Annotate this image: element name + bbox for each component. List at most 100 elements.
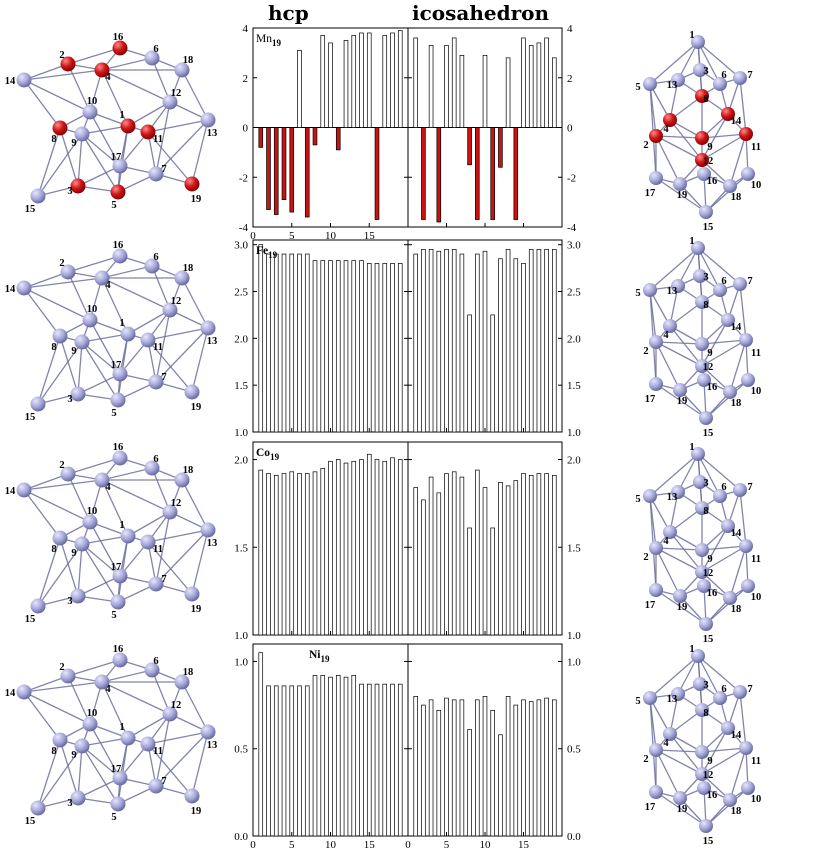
- bond: [81, 341, 121, 375]
- bond: [705, 173, 749, 213]
- bond: [37, 537, 61, 607]
- bond: [697, 247, 741, 285]
- bar: [444, 45, 449, 128]
- bond: [697, 41, 721, 85]
- x-tick-label: 10: [325, 839, 337, 850]
- x-tick-label: 10: [480, 839, 492, 850]
- atom: [695, 131, 709, 145]
- atom-label: 17: [111, 562, 122, 573]
- y-tick-label: 2.0: [567, 455, 581, 467]
- atom-label: 3: [67, 596, 72, 607]
- atom: [699, 819, 713, 833]
- atom: [70, 386, 86, 402]
- bond: [77, 373, 121, 395]
- bar: [343, 260, 349, 433]
- chart-fe-icosahedron: 1.0 1.5 2.0 2.5 3.0: [407, 239, 581, 439]
- atom-label: 10: [87, 96, 98, 107]
- atom: [733, 71, 747, 85]
- atom: [695, 565, 709, 579]
- bar: [304, 685, 310, 837]
- atom-label: 6: [721, 684, 726, 695]
- bar: [343, 40, 349, 128]
- bar: [304, 473, 310, 636]
- bar: [513, 480, 519, 636]
- bar: [266, 127, 271, 210]
- bar: [482, 250, 488, 433]
- atom: [663, 727, 677, 741]
- bond: [101, 265, 153, 279]
- bond: [77, 341, 83, 395]
- atom-label: 11: [153, 746, 163, 757]
- atom-label: 10: [751, 794, 762, 805]
- atom-label: 15: [25, 412, 36, 423]
- bar: [359, 260, 364, 433]
- bond: [37, 341, 83, 405]
- bond: [155, 101, 171, 175]
- atom-label: 1: [119, 318, 124, 329]
- bond: [697, 453, 741, 491]
- bond: [655, 589, 707, 625]
- bond: [67, 659, 121, 677]
- bar: [390, 32, 395, 128]
- atom-label: 5: [635, 82, 640, 93]
- bond: [701, 339, 747, 345]
- atom: [649, 335, 663, 349]
- bar: [328, 260, 333, 433]
- bar: [413, 253, 418, 433]
- bond: [127, 511, 171, 537]
- atom: [695, 703, 709, 717]
- bar: [312, 675, 318, 837]
- atom: [663, 113, 677, 127]
- bond: [23, 691, 91, 725]
- y-tick-label: 1.0: [567, 427, 581, 439]
- bond: [191, 731, 209, 797]
- atom-label: 7: [161, 776, 166, 787]
- bond: [147, 131, 193, 185]
- bar: [374, 263, 380, 433]
- bar: [444, 697, 449, 837]
- atom: [721, 721, 735, 735]
- bond: [739, 283, 747, 341]
- atom-label: 15: [703, 634, 714, 645]
- y-tick-label: 2: [567, 73, 573, 85]
- bond: [697, 655, 721, 699]
- bar: [421, 499, 426, 636]
- atom: [671, 485, 685, 499]
- atom-label: 2: [643, 754, 648, 765]
- bond: [101, 479, 171, 513]
- atom: [74, 334, 90, 350]
- atom: [739, 539, 753, 553]
- bar: [382, 683, 388, 837]
- atom-label: 12: [171, 296, 182, 307]
- bond: [117, 125, 129, 193]
- bond: [677, 247, 699, 287]
- atom-label: 15: [703, 222, 714, 233]
- atom-label: 19: [677, 804, 688, 815]
- atom: [643, 283, 657, 297]
- atom-label: 9: [71, 750, 76, 761]
- bar: [513, 127, 519, 220]
- bond: [155, 511, 171, 585]
- atom: [52, 732, 68, 748]
- bar: [297, 473, 302, 636]
- atom: [112, 366, 128, 382]
- atom-label: 1: [689, 236, 694, 247]
- bar: [521, 699, 526, 837]
- atom: [723, 793, 737, 807]
- atom-label: 10: [87, 708, 98, 719]
- bar: [521, 263, 526, 433]
- bond: [701, 545, 747, 551]
- atom: [200, 522, 216, 538]
- atom: [693, 269, 707, 283]
- atom: [741, 167, 755, 181]
- atom-label: 17: [645, 600, 656, 611]
- atom: [140, 736, 156, 752]
- bar: [328, 676, 333, 837]
- atom-label: 18: [731, 604, 742, 615]
- atom: [697, 579, 711, 593]
- atom-label: 17: [111, 764, 122, 775]
- bar: [390, 683, 395, 837]
- bond: [81, 543, 119, 603]
- atom-label: 11: [751, 142, 761, 153]
- atom-label: 4: [663, 536, 669, 547]
